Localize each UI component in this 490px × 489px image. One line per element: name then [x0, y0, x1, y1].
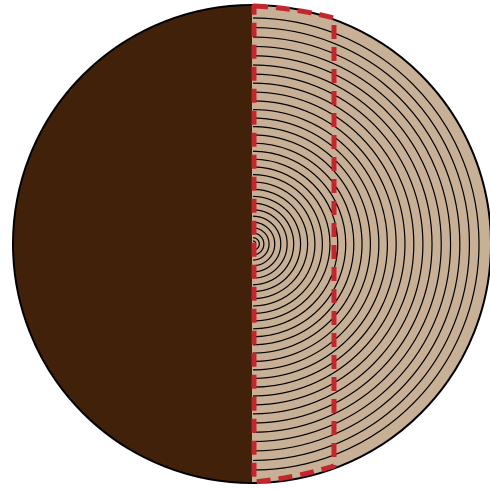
ring-arc: [252, 126, 371, 362]
dashed-strip-outline: [251, 3, 337, 485]
left-half-solid: [13, 5, 252, 483]
ring-arc: [252, 181, 316, 307]
ring-arc: [252, 232, 265, 256]
ring-arc: [252, 134, 363, 354]
ring-arc: [252, 26, 470, 462]
ring-arc: [252, 215, 282, 273]
ring-arc: [252, 45, 451, 443]
ring-arc: [252, 55, 442, 433]
ring-arc: [252, 91, 406, 397]
ring-arc: [252, 195, 302, 293]
concentric-rings: [252, 17, 480, 471]
ring-arc: [252, 158, 339, 330]
ring-arc: [252, 100, 397, 388]
ring-arc: [252, 150, 347, 338]
ring-arc: [252, 227, 270, 261]
ring-arc: [252, 142, 355, 346]
ring-arc: [252, 188, 309, 300]
ring-arc: [252, 108, 389, 380]
ring-arc: [252, 166, 331, 322]
ring-arc: [252, 202, 295, 286]
ring-arc: [252, 82, 415, 406]
ring-arc: [252, 117, 380, 371]
ring-arc: [252, 17, 480, 471]
ring-arc: [252, 36, 461, 452]
ring-arc: [252, 174, 323, 314]
ring-arc: [252, 221, 276, 267]
ring-arc: [252, 209, 288, 279]
